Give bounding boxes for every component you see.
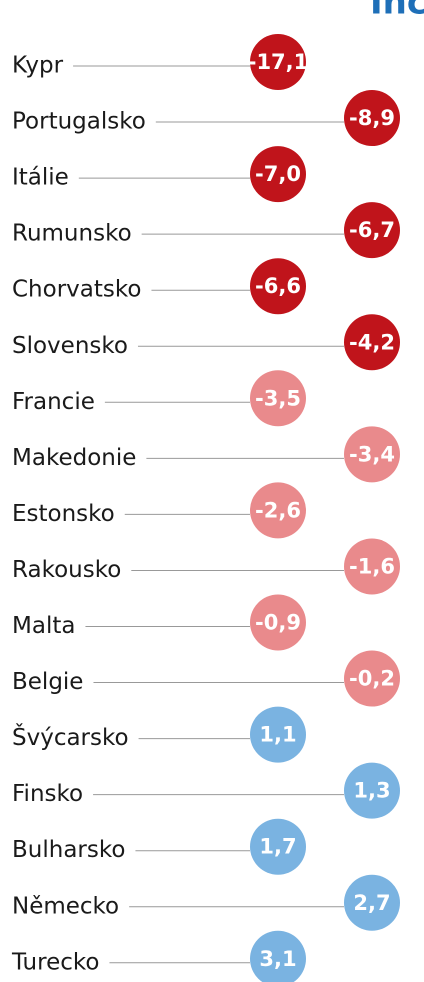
row-label: Finsko	[12, 781, 83, 807]
value-label: -3,5	[255, 386, 301, 410]
value-label: -8,9	[349, 106, 395, 130]
value-dot	[344, 762, 400, 819]
value-dot	[250, 258, 306, 315]
row-label: Belgie	[12, 669, 83, 695]
value-label: -0,9	[255, 611, 301, 635]
value-label: 2,7	[353, 891, 390, 915]
value-dot	[250, 706, 306, 763]
value-dot	[344, 538, 400, 595]
row-label: Chorvatsko	[12, 277, 141, 303]
value-dot	[250, 482, 306, 539]
value-dot	[250, 818, 306, 875]
row-label: Francie	[12, 389, 95, 415]
row-label: Turecko	[11, 949, 99, 975]
value-label: -6,6	[255, 274, 301, 298]
value-dot	[344, 202, 400, 259]
row-label: Rumunsko	[12, 221, 132, 247]
row-label: Kypr	[12, 53, 64, 79]
row-label: Bulharsko	[12, 837, 125, 863]
value-label: -1,6	[349, 554, 395, 578]
value-label: 1,3	[353, 779, 390, 803]
row-label: Německo	[12, 893, 119, 919]
value-label: 3,1	[259, 947, 296, 971]
row-label: Slovensko	[12, 333, 128, 359]
value-dot	[250, 146, 306, 203]
value-label: -4,2	[349, 330, 395, 354]
row-label: Malta	[12, 613, 75, 639]
row-label: Švýcarsko	[12, 723, 129, 751]
value-label: 1,1	[259, 723, 296, 747]
value-dot	[250, 930, 306, 982]
value-dot	[344, 874, 400, 931]
value-dot	[344, 90, 400, 147]
row-label: Rakousko	[12, 557, 121, 583]
value-label: -7,0	[255, 162, 301, 186]
value-dot	[250, 370, 306, 427]
value-dot	[344, 650, 400, 707]
value-dot	[344, 426, 400, 483]
value-label: -3,4	[349, 442, 395, 466]
chart-title: Inc	[370, 0, 424, 23]
value-label: 1,7	[259, 835, 296, 859]
value-dot	[250, 594, 306, 651]
value-label: -17,1	[248, 50, 309, 74]
row-label: Portugalsko	[12, 109, 146, 135]
value-label: -2,6	[255, 498, 301, 522]
row-label: Itálie	[12, 165, 69, 191]
value-dot	[344, 314, 400, 371]
value-label: -6,7	[349, 218, 395, 242]
row-label: Estonsko	[12, 501, 115, 527]
value-dot	[250, 34, 306, 90]
row-label: Makedonie	[12, 445, 136, 471]
value-label: -0,2	[349, 667, 395, 691]
